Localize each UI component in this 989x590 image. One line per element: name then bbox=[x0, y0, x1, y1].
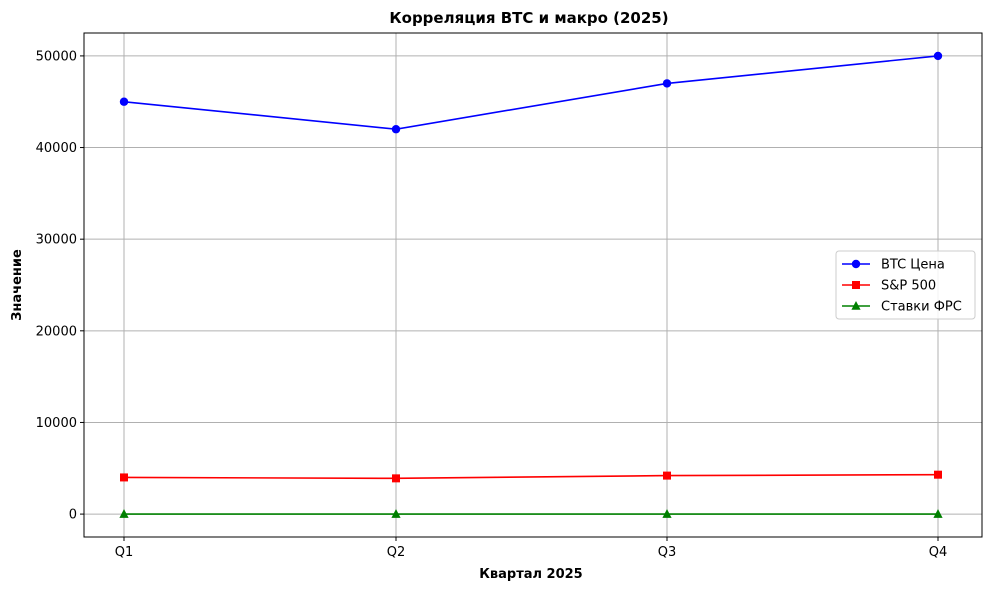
data-point bbox=[662, 79, 672, 88]
data-point bbox=[934, 470, 942, 479]
series-0 bbox=[119, 51, 943, 134]
data-point bbox=[662, 509, 672, 518]
y-axis-label: Значение bbox=[10, 249, 25, 321]
y-tick-label: 40000 bbox=[36, 141, 77, 156]
legend-marker bbox=[852, 281, 860, 289]
legend-box bbox=[835, 250, 976, 320]
data-point bbox=[391, 509, 401, 518]
legend-label: Ставки ФРС bbox=[881, 300, 962, 315]
x-tick-label: Q2 bbox=[387, 545, 406, 560]
y-tick-label: 0 bbox=[69, 508, 77, 523]
y-tick-label: 50000 bbox=[36, 49, 77, 64]
y-tick-label: 30000 bbox=[36, 233, 77, 248]
data-point bbox=[391, 125, 401, 134]
series-line bbox=[123, 473, 939, 480]
x-tick-label: Q1 bbox=[115, 545, 134, 560]
data-point bbox=[119, 97, 129, 106]
data-point bbox=[663, 471, 671, 480]
series-2 bbox=[119, 509, 943, 518]
series-1 bbox=[120, 470, 942, 483]
legend-item: BTC Цена bbox=[842, 258, 945, 273]
x-tick-label: Q4 bbox=[929, 545, 948, 560]
data-point bbox=[933, 51, 943, 61]
legend-marker bbox=[851, 301, 861, 310]
legend-item: Ставки ФРС bbox=[842, 300, 962, 315]
y-tick-label: 10000 bbox=[36, 416, 77, 431]
x-axis-label: Квартал 2025 bbox=[479, 567, 582, 582]
data-point bbox=[120, 473, 128, 482]
series-layer bbox=[119, 51, 943, 518]
chart-title: Корреляция BTC и макро (2025) bbox=[389, 9, 668, 27]
legend-item: S&P 500 bbox=[842, 279, 936, 294]
series-line bbox=[123, 55, 939, 131]
legend-marker bbox=[851, 259, 861, 269]
legend: BTC Цена S&P 500 Ставки ФРС bbox=[835, 250, 976, 320]
plot-frame bbox=[83, 32, 983, 538]
ticks: Q1 Q2 Q3 Q4 0 10000 20000 30000 40000 50000 bbox=[36, 49, 948, 560]
legend-label: S&P 500 bbox=[881, 279, 936, 294]
legend-label: BTC Цена bbox=[881, 258, 945, 273]
data-point bbox=[119, 509, 129, 518]
data-point bbox=[933, 509, 943, 518]
data-point bbox=[392, 474, 400, 483]
x-tick-label: Q3 bbox=[658, 545, 677, 560]
y-tick-label: 20000 bbox=[36, 324, 77, 339]
